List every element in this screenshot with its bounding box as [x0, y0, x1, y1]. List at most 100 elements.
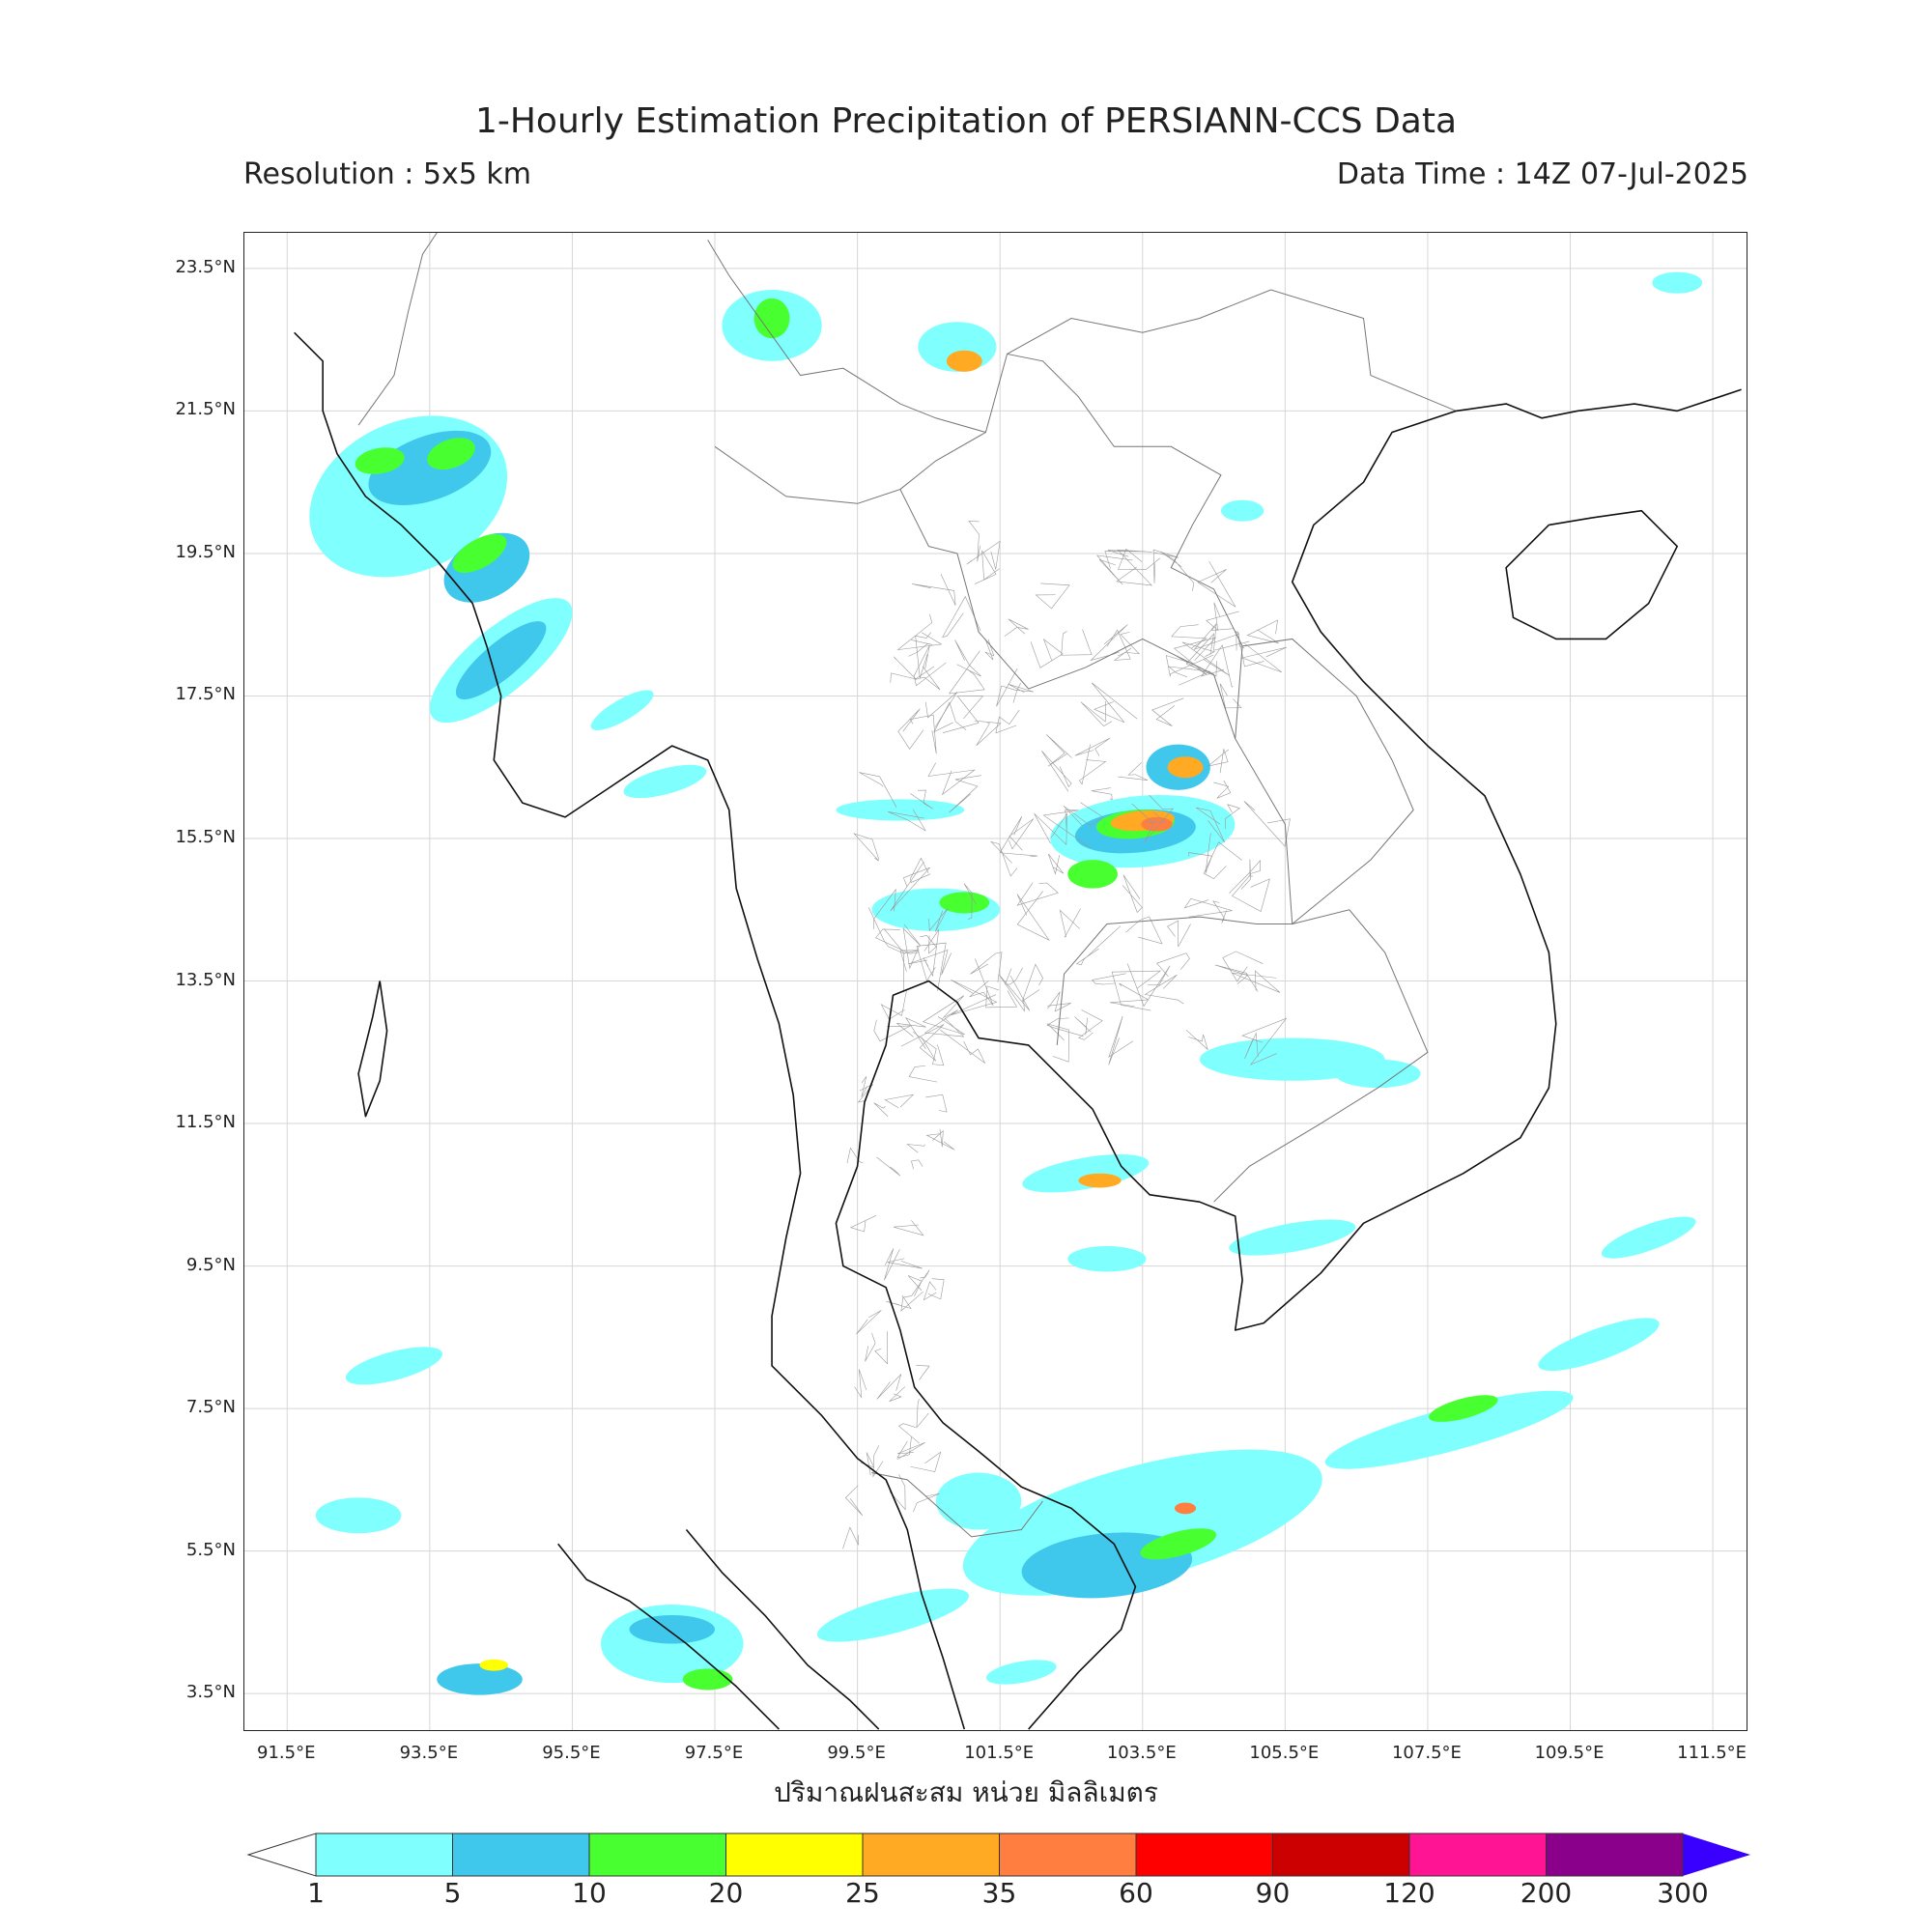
country-border: [899, 353, 1243, 739]
province-line: [1131, 803, 1166, 823]
province-line: [884, 1094, 915, 1109]
province-line: [1225, 804, 1240, 830]
lat-tick-label: 21.5°N: [175, 399, 236, 420]
province-line: [915, 632, 932, 679]
province-line: [887, 1258, 923, 1269]
rain-area: [1652, 271, 1703, 294]
province-line: [911, 1159, 923, 1170]
lon-tick-label: 107.5°E: [1391, 1743, 1462, 1763]
lat-tick-label: 5.5°N: [185, 1539, 236, 1560]
lat-tick-label: 15.5°N: [175, 826, 236, 847]
province-line: [924, 692, 958, 727]
province-line: [998, 974, 1031, 1012]
province-line: [923, 1009, 965, 1037]
lat-tick-label: 23.5°N: [175, 256, 236, 277]
province-line: [913, 644, 947, 687]
unit-label: ปริมาณฝนสะสม หน่วย มิลลิเมตร: [774, 1776, 1158, 1808]
province-line: [1219, 683, 1242, 709]
rain-area: [1429, 1395, 1498, 1422]
province-line: [968, 521, 981, 562]
lon-tick-label: 99.5°E: [827, 1743, 886, 1763]
colorbar-segment: [863, 1833, 1000, 1876]
province-line: [890, 861, 930, 912]
province-line: [1091, 682, 1138, 724]
country-border: [1007, 289, 1457, 412]
province-line: [1008, 683, 1035, 703]
province-line: [984, 639, 995, 661]
province-line: [1222, 951, 1264, 982]
colorbar-tick-label: 90: [1255, 1877, 1291, 1909]
province-line: [1075, 925, 1122, 966]
province-line: [1167, 666, 1211, 686]
province-line: [1144, 974, 1184, 1005]
rain-area: [946, 350, 982, 372]
province-line: [1095, 554, 1133, 585]
province-line: [1059, 908, 1081, 938]
province-line: [906, 1144, 925, 1153]
province-line: [876, 1374, 902, 1400]
province-line: [908, 1065, 938, 1083]
rain-area: [437, 1663, 523, 1695]
province-line: [933, 701, 967, 733]
colorbar-over-arrow: [1683, 1833, 1750, 1876]
province-line: [889, 1386, 906, 1402]
province-line: [872, 1445, 884, 1478]
province-line: [940, 1029, 985, 1064]
province-line: [874, 1331, 888, 1365]
rain-area: [935, 1472, 1022, 1530]
province-line: [1232, 873, 1270, 912]
lon-tick-label: 95.5°E: [542, 1743, 601, 1763]
lat-tick-label: 7.5°N: [185, 1397, 236, 1418]
province-line: [1016, 882, 1059, 906]
province-line: [1244, 1032, 1259, 1059]
province-line: [1229, 860, 1261, 894]
rain-area: [939, 892, 990, 914]
province-line: [1185, 633, 1217, 677]
province-line: [1009, 818, 1035, 851]
province-line: [1074, 1016, 1092, 1036]
province-line: [1118, 632, 1140, 657]
lat-tick-label: 17.5°N: [175, 684, 236, 705]
province-line: [884, 1248, 900, 1281]
colorbar-tick-label: 20: [708, 1877, 744, 1909]
province-line: [1196, 807, 1225, 843]
province-line: [873, 1019, 911, 1042]
province-line: [966, 540, 1001, 570]
rain-area: [1167, 756, 1204, 779]
resolution-label: Resolution : 5x5 km: [243, 157, 531, 191]
province-line: [989, 840, 1018, 877]
province-line: [1152, 549, 1179, 583]
province-line: [1091, 973, 1126, 985]
lat-tick-label: 19.5°N: [175, 541, 236, 562]
province-line: [1203, 841, 1242, 880]
province-line: [842, 1526, 859, 1549]
rain-area: [985, 1660, 1057, 1685]
province-line: [890, 656, 918, 683]
province-line: [1181, 641, 1231, 676]
province-line: [916, 1365, 930, 1380]
province-line: [1151, 697, 1184, 726]
province-line: [922, 995, 965, 1036]
lat-tick-label: 13.5°N: [175, 969, 236, 990]
country-border: [707, 240, 986, 434]
province-line: [1213, 780, 1232, 799]
province-line: [970, 952, 1003, 982]
lon-tick-label: 111.5°E: [1677, 1743, 1747, 1763]
province-line: [923, 1281, 937, 1301]
province-line: [900, 1291, 924, 1312]
precipitation-map[interactable]: [243, 232, 1747, 1731]
province-line: [974, 550, 1000, 584]
rain-area: [315, 1497, 402, 1534]
province-line: [1042, 809, 1092, 849]
province-line: [950, 980, 998, 1016]
province-line: [886, 1294, 912, 1310]
rain-area: [1140, 1528, 1217, 1560]
country-border: [357, 233, 438, 426]
province-line: [916, 942, 947, 991]
province-line: [948, 650, 985, 695]
province-line: [867, 907, 905, 954]
province-line: [1125, 916, 1163, 945]
province-line: [920, 934, 937, 954]
province-line: [1197, 561, 1236, 608]
colorbar-segment: [1272, 1833, 1409, 1876]
